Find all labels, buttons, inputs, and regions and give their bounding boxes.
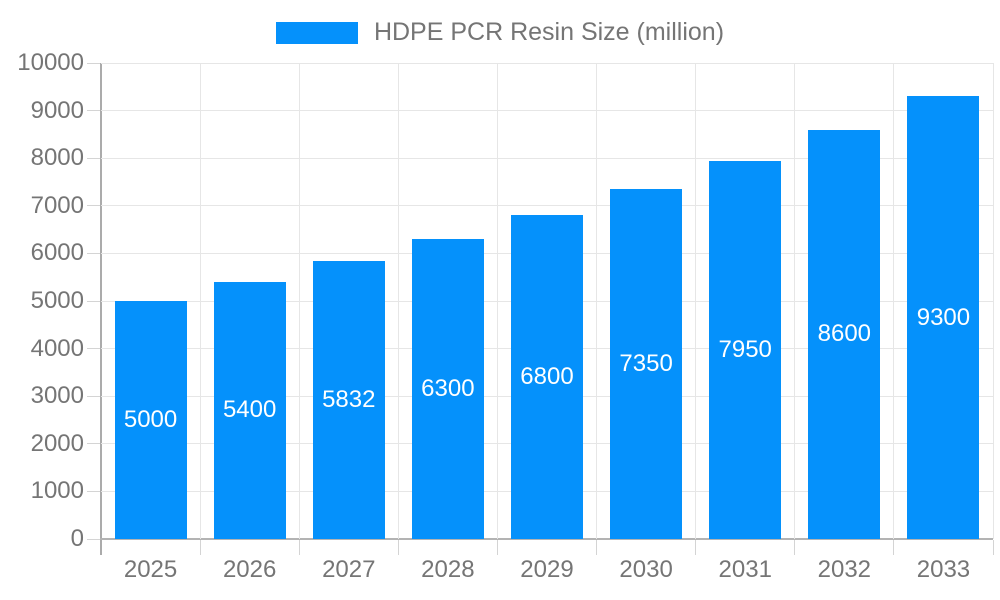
gridline-vertical xyxy=(298,63,300,539)
gridline-vertical xyxy=(496,63,498,539)
bar: 5400 xyxy=(213,281,286,539)
y-axis-line xyxy=(100,63,102,555)
gridline-vertical xyxy=(397,63,399,539)
bar: 6800 xyxy=(511,215,583,539)
x-axis-tick xyxy=(397,540,399,555)
y-axis-tick xyxy=(87,252,100,254)
y-axis-tick-label: 8000 xyxy=(30,144,84,172)
x-axis-tick xyxy=(794,540,796,555)
y-axis-tick xyxy=(87,110,100,112)
gridline-horizontal xyxy=(101,62,993,64)
gridline-horizontal xyxy=(101,110,993,112)
bar: 9300 xyxy=(907,96,980,539)
x-axis-tick xyxy=(992,540,994,555)
y-axis-tick xyxy=(87,157,100,159)
bar-value-label: 6300 xyxy=(421,375,475,403)
x-axis-category-label: 2026 xyxy=(222,556,277,583)
bar: 8600 xyxy=(808,129,881,539)
bar: 5832 xyxy=(312,261,385,539)
y-axis-tick-label: 6000 xyxy=(30,239,84,267)
bar: 7950 xyxy=(709,160,782,539)
y-axis-tick xyxy=(87,300,100,302)
x-axis-tick xyxy=(496,540,498,555)
y-axis-tick-label: 7000 xyxy=(30,191,84,219)
x-axis-tick xyxy=(199,540,201,555)
bar-value-label: 5400 xyxy=(222,396,277,424)
gridline-horizontal xyxy=(101,205,993,207)
bar-value-label: 7350 xyxy=(619,350,673,378)
legend-label: HDPE PCR Resin Size (million) xyxy=(373,18,725,46)
x-axis-category-label: 2032 xyxy=(817,556,872,583)
y-axis-tick-label: 3000 xyxy=(30,382,84,410)
bar: 6300 xyxy=(411,239,484,539)
x-axis-category-label: 2033 xyxy=(916,556,971,583)
bar-value-label: 6800 xyxy=(520,363,574,391)
gridline-vertical xyxy=(794,63,796,539)
bar-value-label: 9300 xyxy=(916,303,971,331)
bar-value-label: 8600 xyxy=(817,320,872,348)
gridline-vertical xyxy=(695,63,697,539)
gridline-vertical xyxy=(199,63,201,539)
y-axis-tick xyxy=(87,395,100,397)
legend[interactable]: HDPE PCR Resin Size (million) xyxy=(0,18,1000,47)
x-axis-line xyxy=(100,538,993,540)
gridline-horizontal xyxy=(101,157,993,159)
bar: 7350 xyxy=(610,189,683,539)
y-axis-tick xyxy=(87,205,100,207)
y-axis-tick xyxy=(87,443,100,445)
y-axis-tick xyxy=(87,490,100,492)
x-axis-tick xyxy=(893,540,895,555)
x-axis-tick xyxy=(298,540,300,555)
bar-value-label: 5832 xyxy=(322,386,376,414)
y-axis-tick-label: 4000 xyxy=(30,334,84,362)
y-axis-tick-label: 9000 xyxy=(30,96,84,124)
x-axis-tick xyxy=(596,540,598,555)
y-axis-tick-label: 10000 xyxy=(17,49,84,76)
x-axis-tick xyxy=(695,540,697,555)
x-axis-category-label: 2030 xyxy=(619,556,673,583)
gridline-vertical xyxy=(992,63,994,539)
y-axis-tick xyxy=(87,538,100,540)
x-axis-category-label: 2029 xyxy=(520,556,574,583)
gridline-vertical xyxy=(596,63,598,539)
y-axis-tick-label: 2000 xyxy=(30,429,84,457)
y-axis-tick-label: 5000 xyxy=(30,287,84,314)
bar: 5000 xyxy=(114,301,187,539)
y-axis-tick-label: 1000 xyxy=(30,477,84,505)
x-axis-category-label: 2025 xyxy=(123,556,178,583)
y-axis-tick xyxy=(87,62,100,64)
y-axis-tick-label: 0 xyxy=(70,525,84,552)
x-axis-category-label: 2027 xyxy=(322,556,376,583)
gridline-vertical xyxy=(893,63,895,539)
x-axis-category-label: 2028 xyxy=(421,556,475,583)
bar-value-label: 5000 xyxy=(123,406,178,433)
legend-swatch xyxy=(275,21,358,44)
y-axis-tick xyxy=(87,348,100,350)
x-axis-category-label: 2031 xyxy=(718,556,772,583)
bar-value-label: 7950 xyxy=(718,335,772,363)
plot-area: 0 1000 2000 3000 4000 5000 6000 7000 8000 9000 100… xyxy=(17,49,994,583)
